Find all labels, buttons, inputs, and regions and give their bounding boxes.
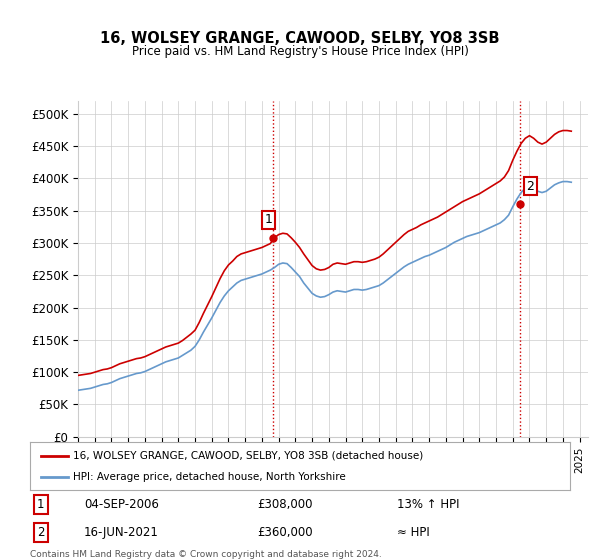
Text: Contains HM Land Registry data © Crown copyright and database right 2024.
This d: Contains HM Land Registry data © Crown c… [30,550,382,560]
Text: 16-JUN-2021: 16-JUN-2021 [84,526,159,539]
Text: £360,000: £360,000 [257,526,313,539]
Text: 2: 2 [527,180,535,193]
Text: 16, WOLSEY GRANGE, CAWOOD, SELBY, YO8 3SB (detached house): 16, WOLSEY GRANGE, CAWOOD, SELBY, YO8 3S… [73,451,424,461]
Text: 1: 1 [264,213,272,226]
Text: 04-SEP-2006: 04-SEP-2006 [84,498,159,511]
Text: Price paid vs. HM Land Registry's House Price Index (HPI): Price paid vs. HM Land Registry's House … [131,45,469,58]
Text: £308,000: £308,000 [257,498,312,511]
Text: 13% ↑ HPI: 13% ↑ HPI [397,498,460,511]
Text: ≈ HPI: ≈ HPI [397,526,430,539]
Text: HPI: Average price, detached house, North Yorkshire: HPI: Average price, detached house, Nort… [73,472,346,482]
Text: 16, WOLSEY GRANGE, CAWOOD, SELBY, YO8 3SB: 16, WOLSEY GRANGE, CAWOOD, SELBY, YO8 3S… [100,31,500,46]
Text: 1: 1 [37,498,44,511]
Text: 2: 2 [37,526,44,539]
